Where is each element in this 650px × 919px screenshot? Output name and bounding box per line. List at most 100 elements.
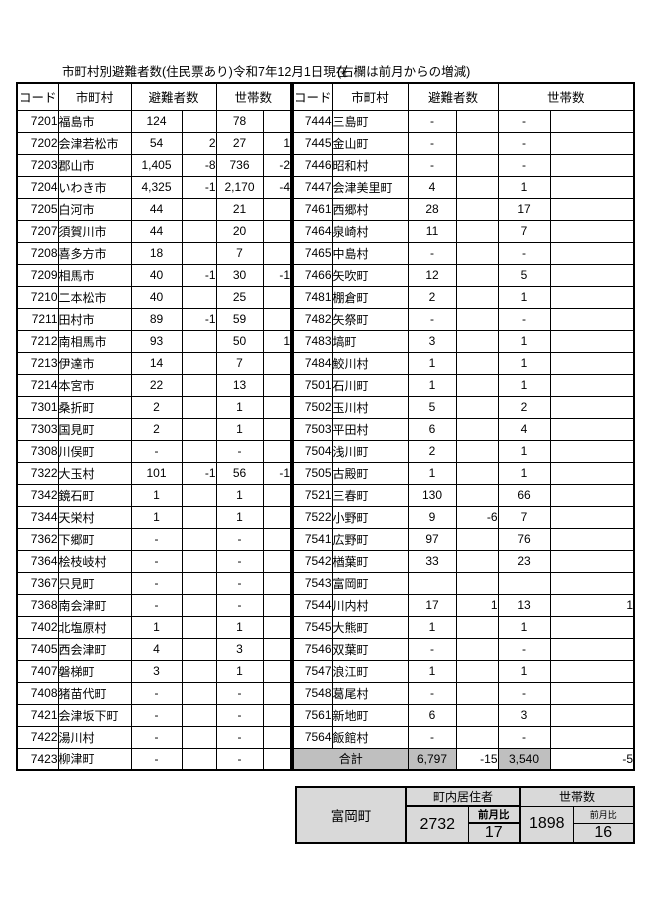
municipality-cell: 泉崎村	[331, 219, 409, 243]
table-row: 7342 鏡石町 1 1	[16, 483, 292, 507]
households-cell: 3	[497, 703, 551, 727]
code-cell: 7207	[16, 219, 59, 243]
code-cell: 7423	[16, 747, 59, 771]
evacuees-delta-cell	[181, 725, 217, 749]
households-cell	[497, 571, 551, 595]
municipality-cell: 南相馬市	[57, 329, 132, 353]
summary-households-delta: 16	[572, 822, 635, 844]
evacuees-delta-cell	[181, 439, 217, 463]
code-cell: 7209	[16, 263, 59, 287]
table-row: 7447 会津美里町 4 1	[292, 175, 635, 199]
report-title: 市町村別避難者数(住民票あり)	[62, 65, 233, 79]
households-delta-cell	[549, 725, 635, 749]
code-cell: 7201	[16, 109, 59, 133]
municipality-cell: 西会津町	[57, 637, 132, 661]
evacuees-cell: 89	[130, 307, 183, 331]
table-row: 7444 三島町 - -	[292, 109, 635, 133]
evacuees-cell: -	[130, 527, 183, 551]
evacuees-delta-cell	[181, 351, 217, 375]
households-cell: 21	[215, 197, 264, 221]
code-cell: 7402	[16, 615, 59, 639]
municipality-cell: 白河市	[57, 197, 132, 221]
table-row: 7322 大玉村 101 -1 56 -1	[16, 461, 292, 485]
code-cell: 7364	[16, 549, 59, 573]
evacuees-delta-cell	[181, 571, 217, 595]
households-cell: -	[215, 681, 264, 705]
households-delta-cell: -4	[262, 175, 292, 199]
code-cell: 7465	[292, 241, 333, 265]
total-households-delta: -5	[549, 747, 635, 771]
households-delta-cell	[549, 571, 635, 595]
summary-header-row: 富岡町 町内居住者 世帯数	[295, 786, 635, 844]
summary-mom-values-row: 17 16	[296, 822, 635, 844]
households-delta-cell	[549, 637, 635, 661]
table-row: 7542 楢葉町 33 23	[292, 549, 635, 573]
table-row: 7402 北塩原村 1 1	[16, 615, 292, 639]
evacuees-delta-cell	[181, 373, 217, 397]
households-delta-cell	[549, 461, 635, 485]
evacuees-cell: -	[407, 637, 457, 661]
evacuees-cell: 1	[407, 373, 457, 397]
evacuees-delta-cell	[181, 527, 217, 551]
households-delta-cell	[549, 307, 635, 331]
evacuees-delta-cell	[455, 307, 499, 331]
evacuees-cell: 3	[130, 659, 183, 683]
households-cell: 50	[215, 329, 264, 353]
municipality-cell: 葛尾村	[331, 681, 409, 705]
households-cell: -	[497, 131, 551, 155]
header-evacuees: 避難者数	[407, 82, 499, 111]
code-cell: 7521	[292, 483, 333, 507]
households-delta-cell	[549, 703, 635, 727]
municipality-cell: 天栄村	[57, 505, 132, 529]
evacuees-delta-cell	[181, 637, 217, 661]
code-cell: 7322	[16, 461, 59, 485]
households-cell: 7	[497, 219, 551, 243]
municipality-cell: いわき市	[57, 175, 132, 199]
municipality-cell: 喜多方市	[57, 241, 132, 265]
evacuees-cell: 28	[407, 197, 457, 221]
households-delta-cell	[262, 527, 292, 551]
report-note: (右欄は前月からの増減)	[337, 65, 471, 79]
households-delta-cell	[262, 241, 292, 265]
evacuees-delta-cell	[181, 329, 217, 353]
municipality-cell: 金山町	[331, 131, 409, 155]
households-delta-cell: 1	[549, 593, 635, 617]
table-row: 7367 只見町 - -	[16, 571, 292, 595]
total-label: 合計	[292, 747, 409, 771]
households-cell: 1	[215, 483, 264, 507]
code-cell: 7561	[292, 703, 333, 727]
municipality-cell: 桧枝岐村	[57, 549, 132, 573]
tomioka-summary-table: 富岡町 町内居住者 世帯数 2732 前月比 1898 前月比 17 16	[295, 786, 635, 844]
evacuees-cell: 4	[407, 175, 457, 199]
summary-residents-delta: 17	[467, 822, 521, 844]
code-cell: 7564	[292, 725, 333, 749]
municipality-cell: 小野町	[331, 505, 409, 529]
table-row: 7211 田村市 89 -1 59	[16, 307, 292, 331]
code-cell: 7344	[16, 505, 59, 529]
households-delta-cell	[262, 747, 292, 771]
evacuees-cell: 5	[407, 395, 457, 419]
municipality-cell: 鏡石町	[57, 483, 132, 507]
code-cell: 7541	[292, 527, 333, 551]
households-delta-cell	[262, 681, 292, 705]
summary-residents-header: 町内居住者	[405, 786, 521, 807]
households-cell: 27	[215, 131, 264, 155]
table-header: コード 市町村 避難者数 世帯数	[16, 82, 292, 111]
households-cell: 2	[497, 395, 551, 419]
table-row: 7212 南相馬市 93 50 1	[16, 329, 292, 353]
table-row: 7545 大熊町 1 1	[292, 615, 635, 639]
municipality-cell: 矢吹町	[331, 263, 409, 287]
municipality-cell: 川内村	[331, 593, 409, 617]
table-body-left: 7201 福島市 124 78 7202 会津若松市 54 2 27 1 7203 郡山市 1,405-…	[16, 109, 292, 771]
table-body-right: 7444 三島町 - -7445 金山町 - -7446 昭和村 - -7447 会津美里町 4 1 74…	[292, 109, 635, 749]
code-cell: 7421	[16, 703, 59, 727]
header-municipality: 市町村	[57, 82, 132, 111]
evacuees-delta-cell	[181, 505, 217, 529]
table-row: 7421 会津坂下町 - -	[16, 703, 292, 727]
code-cell: 7202	[16, 131, 59, 155]
table-row: 7364 桧枝岐村 - -	[16, 549, 292, 573]
municipality-cell: 田村市	[57, 307, 132, 331]
households-delta-cell	[549, 263, 635, 287]
code-cell: 7445	[292, 131, 333, 155]
